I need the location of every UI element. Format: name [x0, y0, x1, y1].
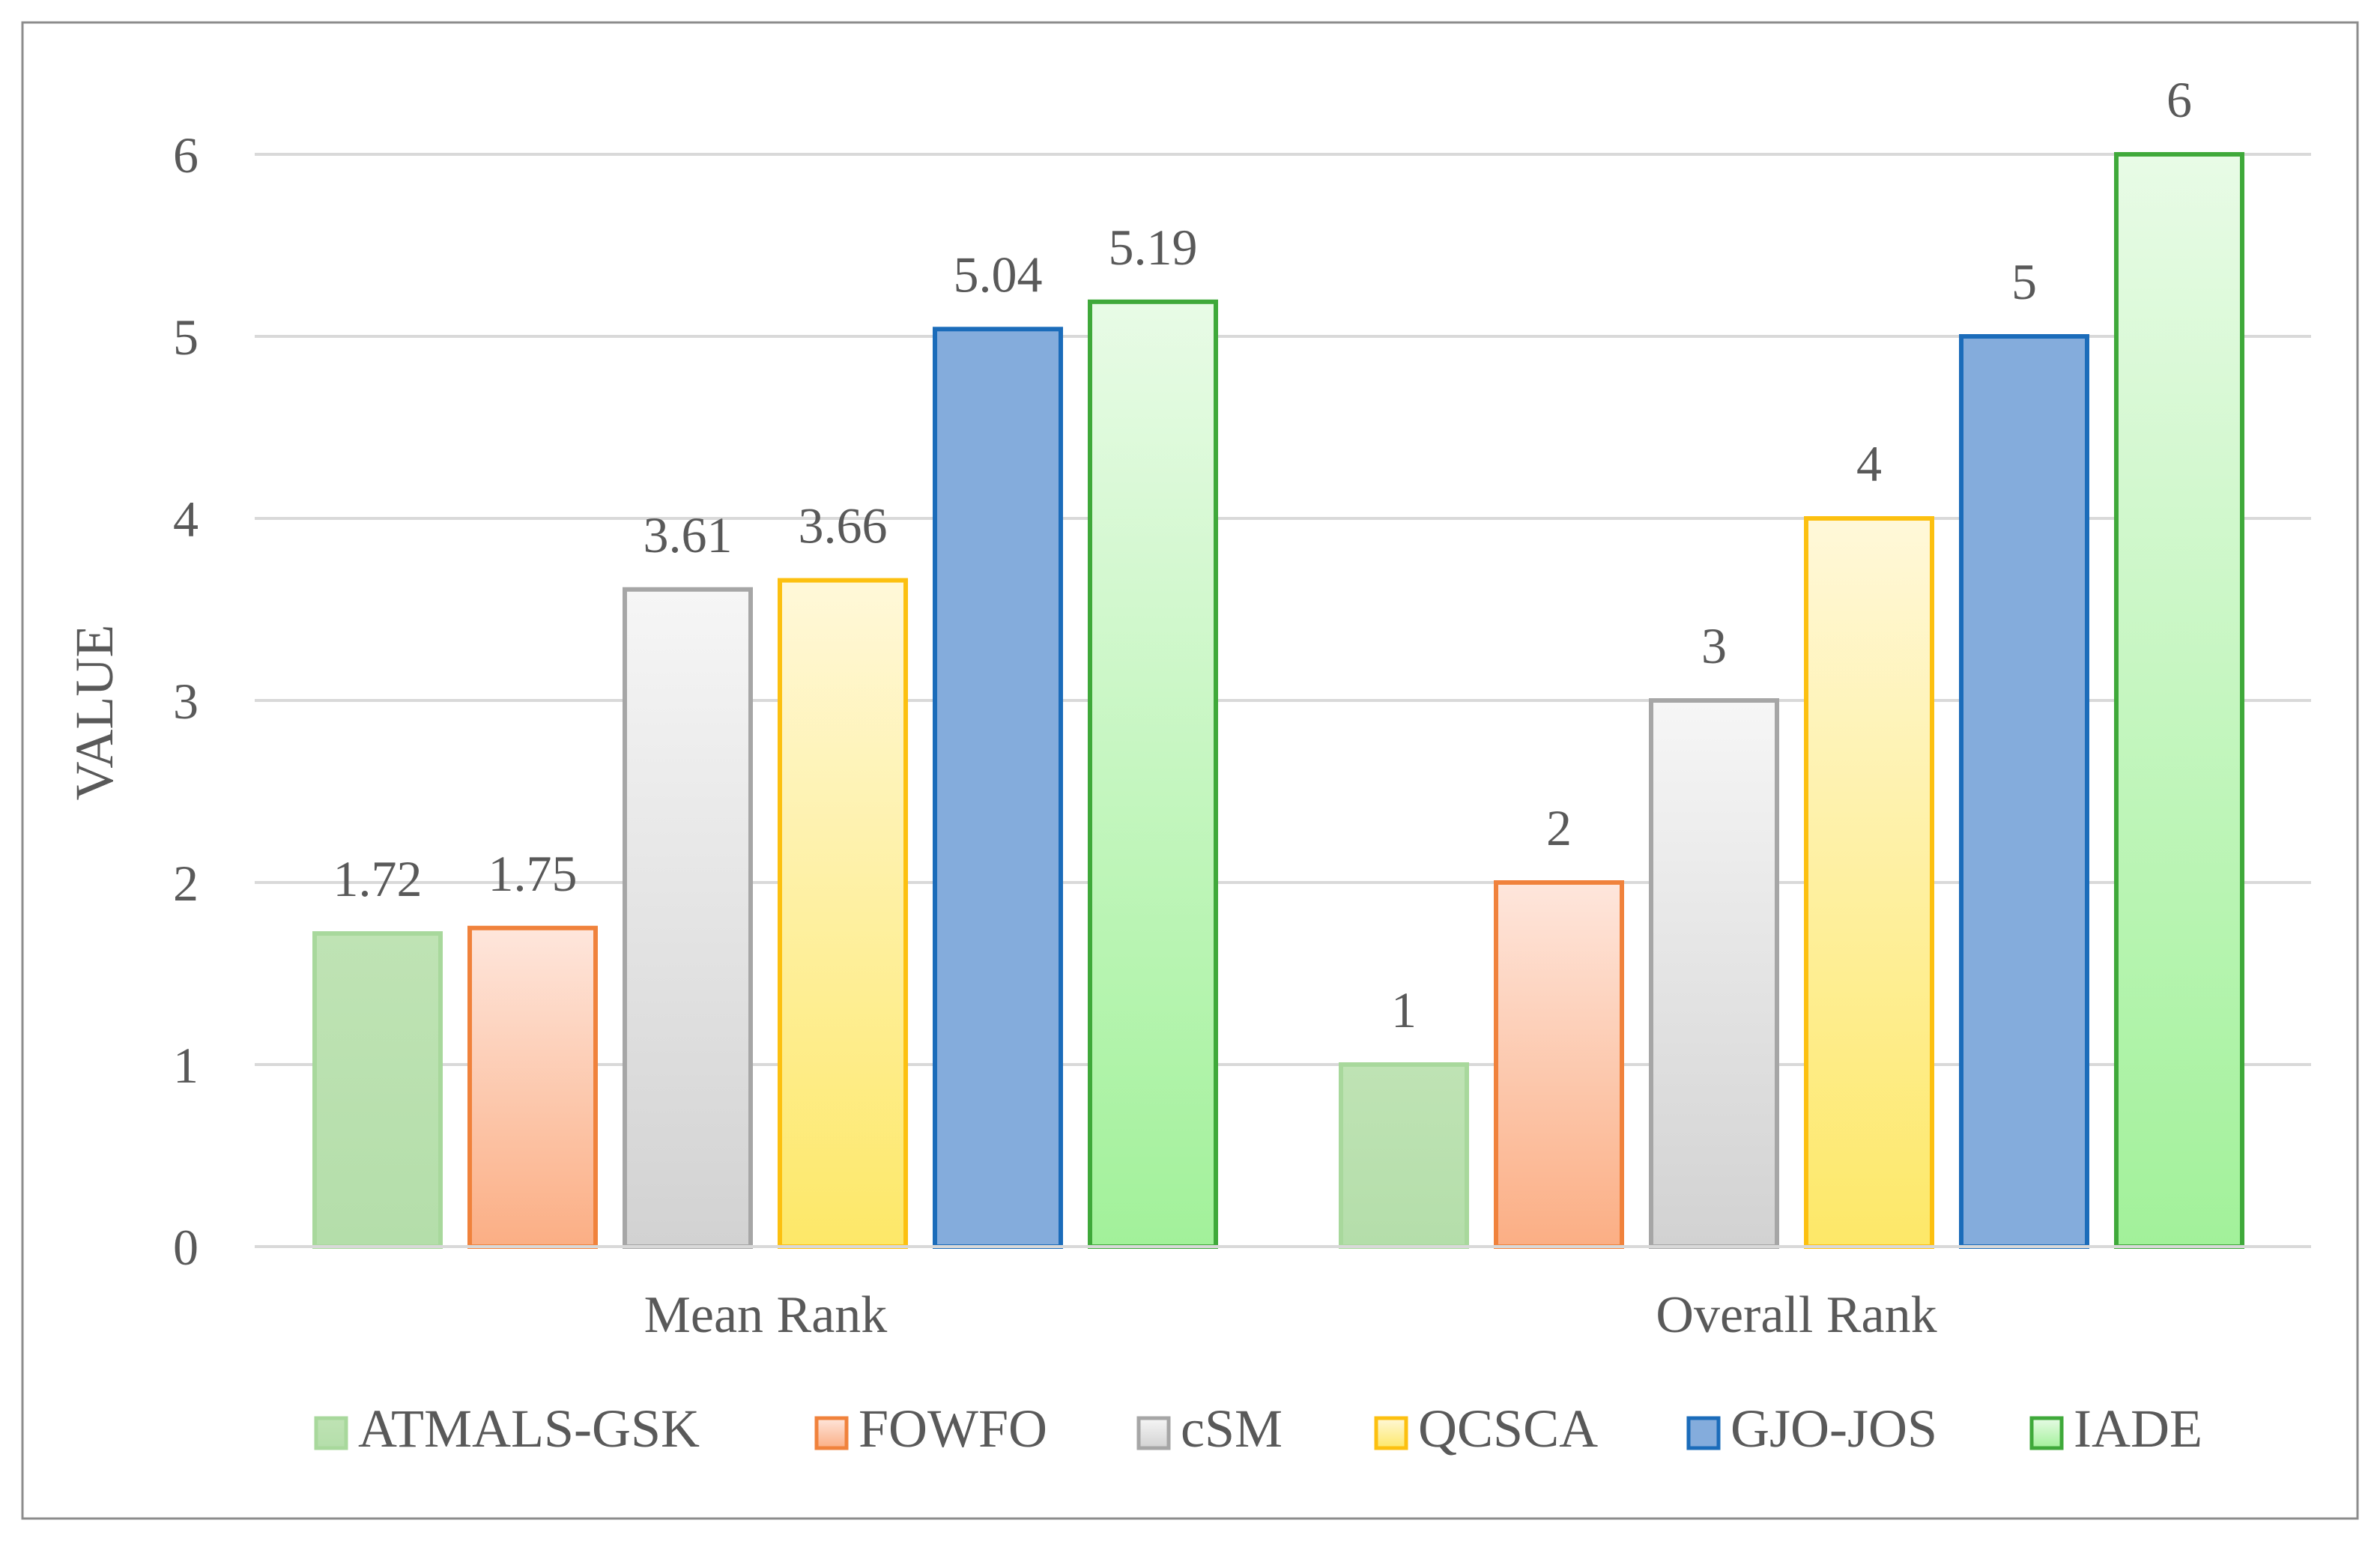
- y-tick-label: 2: [173, 855, 199, 912]
- bar-iade-overall-rank: [2114, 152, 2244, 1249]
- data-label: 5.19: [1109, 219, 1198, 276]
- legend-swatch: [814, 1416, 849, 1450]
- legend-label: ATMALS-GSK: [358, 1399, 700, 1459]
- legend-swatch: [1374, 1416, 1408, 1450]
- data-label: 6: [2166, 71, 2192, 128]
- bar-qcsca-mean-rank: [778, 578, 908, 1249]
- legend-item-gjo-jos: GJO-JOS: [1686, 1399, 1937, 1459]
- data-label: 3: [1701, 617, 1727, 674]
- legend-label: cSM: [1181, 1399, 1283, 1459]
- bar-atmals-gsk-overall-rank: [1339, 1062, 1469, 1249]
- bar-qcsca-overall-rank: [1804, 516, 1934, 1249]
- bar-iade-mean-rank: [1088, 299, 1218, 1250]
- legend: ATMALS-GSK FOWFO cSM QCSCA GJO-JOS IADE: [314, 1399, 2202, 1459]
- legend-item-qcsca: QCSCA: [1374, 1399, 1598, 1459]
- y-tick-label: 5: [173, 309, 199, 366]
- legend-label: IADE: [2074, 1399, 2202, 1459]
- x-axis-categories: Mean Rank Overall Rank: [644, 1286, 1937, 1344]
- bar-gjo-jos-mean-rank: [933, 327, 1063, 1249]
- data-label: 1.75: [488, 845, 578, 902]
- y-axis-title: VALUE: [64, 625, 124, 801]
- data-label: 1: [1391, 981, 1417, 1038]
- bar-csm-mean-rank: [623, 587, 753, 1249]
- data-label: 3.66: [799, 497, 888, 554]
- data-label: 5.04: [954, 246, 1043, 303]
- legend-item-csm: cSM: [1136, 1399, 1283, 1459]
- y-tick-label: 0: [173, 1219, 199, 1276]
- bar-atmals-gsk-mean-rank: [312, 931, 443, 1250]
- bar-csm-overall-rank: [1649, 698, 1779, 1249]
- legend-swatch: [1136, 1416, 1171, 1450]
- y-tick-label: 6: [173, 127, 199, 184]
- data-label: 4: [1856, 435, 1882, 492]
- legend-swatch: [1686, 1416, 1721, 1450]
- y-tick-label: 1: [173, 1037, 199, 1094]
- legend-swatch: [2029, 1416, 2064, 1450]
- data-label: 2: [1546, 799, 1572, 856]
- y-tick-label: 4: [173, 491, 199, 548]
- bar-gjo-jos-overall-rank: [1959, 334, 2089, 1249]
- legend-label: GJO-JOS: [1731, 1399, 1937, 1459]
- legend-item-iade: IADE: [2029, 1399, 2202, 1459]
- legend-swatch: [314, 1416, 348, 1450]
- data-label: 1.72: [333, 850, 423, 907]
- data-label: 3.61: [644, 506, 733, 563]
- y-tick-label: 3: [173, 673, 199, 730]
- legend-label: QCSCA: [1418, 1399, 1598, 1459]
- legend-item-fowfo: FOWFO: [814, 1399, 1047, 1459]
- y-axis-ticks: 0 1 2 3 4 5 6: [173, 127, 199, 1276]
- bar-fowfo-mean-rank: [467, 925, 598, 1249]
- x-category-label: Overall Rank: [1656, 1286, 1937, 1344]
- data-labels: 1.72 1.75 3.61 3.66 5.04 5.19 1 2 3 4 5 6: [333, 71, 2193, 1038]
- data-label: 5: [2011, 253, 2037, 310]
- legend-label: FOWFO: [859, 1399, 1047, 1459]
- bar-fowfo-overall-rank: [1494, 880, 1624, 1249]
- legend-item-atmals-gsk: ATMALS-GSK: [314, 1399, 700, 1459]
- bars: [255, 152, 2311, 1250]
- x-category-label: Mean Rank: [644, 1286, 888, 1344]
